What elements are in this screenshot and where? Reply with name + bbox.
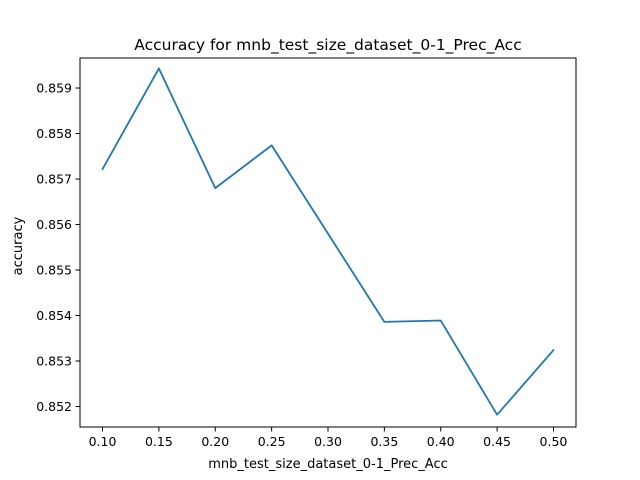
x-tick-label: 0.20: [201, 434, 229, 449]
y-tick-label: 0.859: [36, 81, 72, 96]
y-tick-label: 0.855: [36, 263, 72, 278]
x-axis-label: mnb_test_size_dataset_0-1_Prec_Acc: [208, 457, 447, 472]
x-tick-label: 0.10: [89, 434, 117, 449]
y-axis-label: accuracy: [11, 216, 26, 275]
x-tick-label: 0.45: [483, 434, 511, 449]
chart-title: Accuracy for mnb_test_size_dataset_0-1_P…: [134, 36, 521, 55]
x-tick-label: 0.40: [427, 434, 455, 449]
x-tick-label: 0.35: [370, 434, 398, 449]
y-tick-label: 0.854: [36, 308, 72, 323]
y-tick-label: 0.853: [36, 354, 72, 369]
x-tick-label: 0.15: [145, 434, 173, 449]
axis-ticks: 0.10 0.15 0.20 0.25 0.30 0.35 0.40 0.45 0.50 0.85…: [36, 81, 567, 449]
y-tick-label: 0.856: [36, 217, 72, 232]
x-tick-label: 0.30: [314, 434, 342, 449]
x-tick-label: 0.50: [540, 434, 568, 449]
x-tick-label: 0.25: [258, 434, 286, 449]
y-tick-label: 0.852: [36, 399, 72, 414]
series-line-0: [101, 67, 555, 416]
y-tick-label: 0.857: [36, 172, 72, 187]
y-tick-label: 0.858: [36, 126, 72, 141]
